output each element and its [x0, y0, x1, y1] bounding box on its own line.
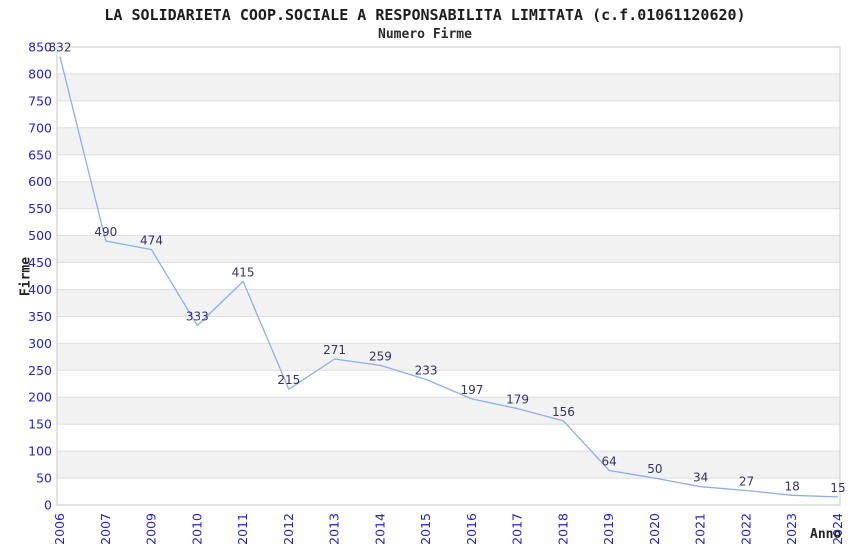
x-axis-title: Anno: [810, 527, 842, 542]
x-tick-label: 2018: [555, 513, 570, 545]
x-tick-label: 2017: [510, 513, 525, 545]
x-tick-label: 2012: [281, 513, 296, 545]
grid-band: [57, 235, 840, 263]
x-tick-label: 2023: [784, 513, 799, 545]
point-label: 27: [739, 475, 754, 489]
point-label: 474: [140, 234, 163, 248]
data-line: [59, 56, 839, 498]
y-tick-label: 300: [28, 336, 52, 351]
x-tick-label: 2014: [372, 513, 387, 545]
y-tick-label: 350: [28, 309, 52, 324]
point-label: 333: [186, 310, 209, 324]
y-tick-label: 450: [28, 255, 52, 270]
grid-band: [57, 181, 840, 209]
x-tick-label: 2021: [693, 513, 708, 545]
point-label: 215: [277, 373, 300, 387]
y-tick-label: 550: [28, 201, 52, 216]
y-tick-label: 600: [28, 174, 52, 189]
y-tick-label: 150: [28, 417, 52, 432]
plot-frame: [56, 46, 841, 506]
grid-band: [57, 451, 840, 478]
y-tick-label: 750: [28, 93, 52, 108]
point-label: 197: [460, 383, 483, 397]
x-tick-label: 2011: [235, 513, 250, 545]
grid-band: [57, 127, 840, 155]
y-axis-title: Firme: [18, 256, 34, 297]
x-tick-label: 2019: [601, 513, 616, 545]
y-tick-label: 50: [36, 471, 52, 486]
grid-band: [57, 343, 840, 371]
y-tick-label: 650: [28, 147, 52, 162]
chart-subtitle: Numero Firme: [378, 27, 472, 42]
x-tick-label: 2010: [189, 513, 204, 545]
y-tick-label: 250: [28, 363, 52, 378]
x-tick-label: 2006: [52, 513, 67, 545]
point-label: 156: [552, 405, 575, 419]
point-label: 34: [693, 471, 708, 485]
point-label: 259: [369, 349, 392, 363]
grid-band: [57, 289, 840, 317]
point-label: 15: [830, 481, 845, 495]
x-tick-label: 2013: [327, 513, 342, 545]
x-tick-label: 2024: [830, 513, 845, 545]
x-tick-label: 2007: [98, 513, 113, 545]
point-label: 179: [506, 393, 529, 407]
grid-band: [57, 73, 840, 101]
y-tick-label: 500: [28, 228, 52, 243]
y-tick-label: 700: [28, 120, 52, 135]
point-label: 50: [647, 462, 662, 476]
y-tick-label: 0: [44, 498, 52, 513]
point-label: 271: [323, 343, 346, 357]
x-tick-label: 2022: [739, 513, 754, 545]
x-tick-label: 2020: [647, 513, 662, 545]
y-tick-label: 400: [28, 282, 52, 297]
point-label: 64: [602, 455, 617, 469]
y-tick-label: 100: [28, 444, 52, 459]
point-label: 832: [49, 41, 72, 55]
x-tick-label: 2009: [144, 513, 159, 545]
y-tick-label: 200: [28, 390, 52, 405]
y-tick-label: 800: [28, 66, 52, 81]
point-label: 415: [232, 265, 255, 279]
x-tick-label: 2016: [464, 513, 479, 545]
grid-band: [57, 397, 840, 425]
point-label: 233: [415, 364, 438, 378]
chart-title: LA SOLIDARIETA COOP.SOCIALE A RESPONSABI…: [104, 6, 746, 24]
point-label: 18: [785, 479, 800, 493]
point-label: 490: [94, 225, 117, 239]
x-tick-label: 2015: [418, 513, 433, 545]
y-tick-label: 850: [28, 40, 52, 55]
